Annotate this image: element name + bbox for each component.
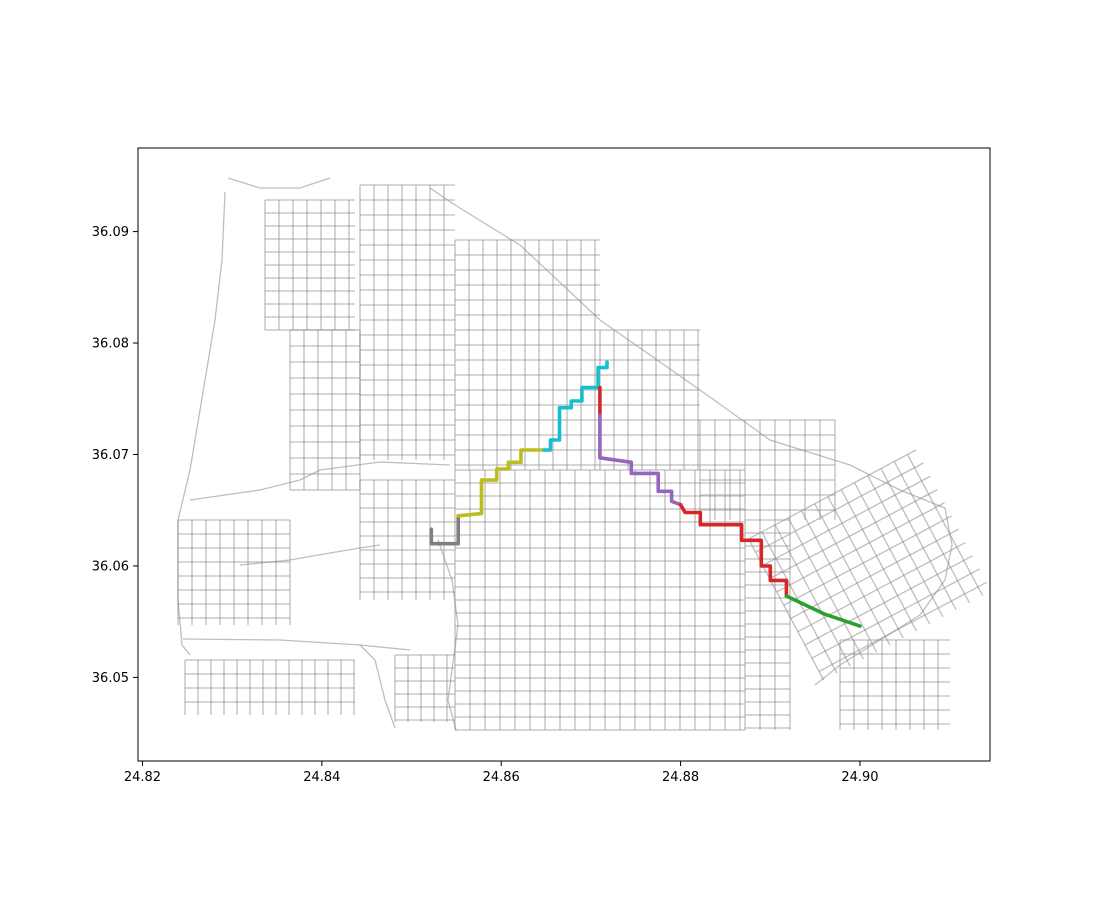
plot-background — [138, 148, 990, 761]
street-segment — [769, 488, 938, 580]
street-segment — [189, 461, 451, 501]
street-segment — [797, 541, 966, 633]
street-segment — [906, 454, 984, 597]
street-segment — [755, 462, 924, 553]
route-series-6 — [678, 502, 789, 598]
y-tick-label: 36.08 — [92, 337, 129, 352]
street-segment — [783, 515, 952, 606]
y-tick-label: 36.05 — [92, 671, 129, 686]
x-tick-label: 24.90 — [841, 770, 878, 785]
street-segment — [177, 191, 226, 656]
route-series-group — [429, 360, 862, 628]
x-tick-label: 24.88 — [662, 770, 699, 785]
street-segment — [787, 517, 864, 660]
street-segment — [840, 489, 917, 632]
street-segment — [776, 502, 945, 593]
route-series-1 — [429, 513, 461, 546]
y-tick-label: 36.06 — [92, 559, 129, 574]
x-axis: 24.82 24.84 24.86 24.88 24.90 — [124, 761, 879, 785]
street-segment — [811, 568, 981, 659]
y-tick-label: 36.07 — [92, 448, 129, 463]
street-segment — [359, 644, 396, 729]
y-tick-label: 36.09 — [92, 225, 129, 240]
route-series-5 — [598, 413, 683, 507]
street-segment — [227, 177, 331, 189]
street-segment — [800, 510, 878, 653]
street-segment — [893, 461, 970, 604]
y-axis: 36.05 36.06 36.07 36.08 36.09 — [92, 225, 138, 686]
street-segment — [853, 482, 931, 625]
street-segment — [182, 638, 411, 651]
street-segment — [790, 528, 959, 620]
street-segment — [748, 449, 917, 540]
route-series-3 — [542, 360, 609, 452]
street-segment — [818, 581, 988, 672]
street-segment — [774, 524, 851, 667]
street-segment — [867, 475, 944, 618]
street-segment — [437, 539, 459, 731]
street-segment — [804, 555, 973, 646]
x-tick-label: 24.84 — [303, 770, 340, 785]
street-segment — [814, 503, 891, 646]
x-tick-label: 24.86 — [483, 770, 520, 785]
street-segment — [762, 475, 931, 567]
route-series-2 — [456, 448, 547, 518]
street-segment — [880, 468, 957, 611]
x-tick-label: 24.82 — [124, 770, 161, 785]
street-segment — [827, 496, 904, 639]
street-network — [177, 177, 988, 731]
route-series-7 — [784, 594, 862, 628]
